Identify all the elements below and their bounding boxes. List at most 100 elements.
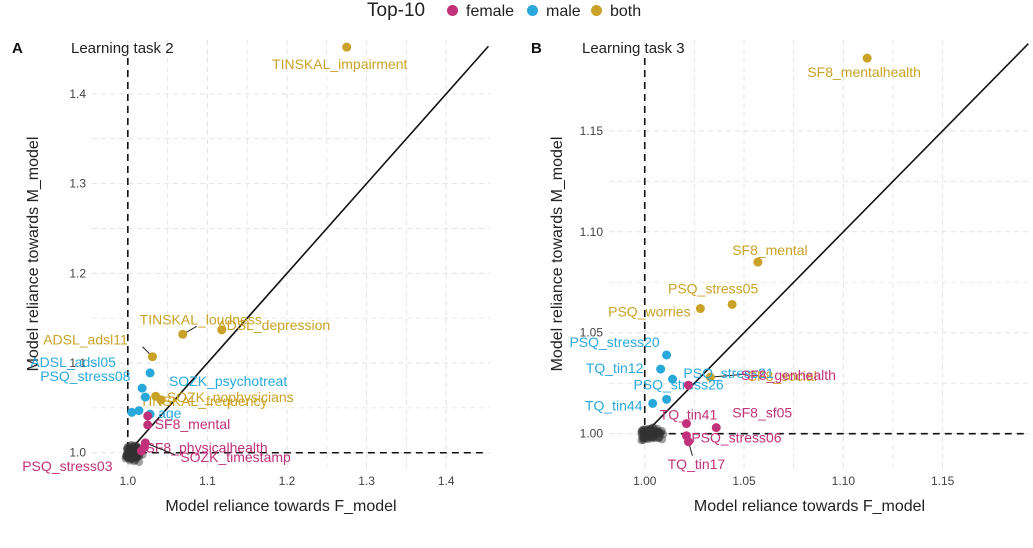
cluster-point (132, 452, 141, 461)
cluster-point (127, 445, 136, 454)
cluster-point (639, 432, 648, 441)
legend: Top-10 female male both (0, 0, 1033, 26)
panel-letter: B (531, 40, 542, 57)
data-point-tq-tin12 (656, 364, 666, 374)
cluster-point (130, 445, 139, 454)
cluster-point (130, 450, 139, 459)
cluster-point (653, 427, 662, 436)
data-point-psq-stress05 (727, 299, 737, 309)
data-point-sf8-mentalhealth (862, 53, 872, 63)
cluster-point (646, 431, 655, 440)
cluster-point (121, 454, 130, 463)
cluster-point (645, 424, 654, 433)
cluster-point (129, 453, 138, 462)
cluster-point (657, 426, 666, 435)
cluster-point (125, 456, 134, 465)
cluster-point (127, 453, 136, 462)
cluster-point (648, 426, 657, 435)
cluster-point (644, 432, 653, 441)
cluster-point (123, 444, 132, 453)
cluster-point (658, 435, 667, 444)
cluster-point (650, 433, 659, 442)
panel-letter: A (12, 40, 23, 57)
cluster-point (648, 427, 657, 436)
data-point-psq-worries (695, 304, 705, 314)
cluster-point (650, 433, 659, 442)
cluster-point (639, 430, 648, 439)
cluster-point (648, 431, 657, 440)
cluster-point (641, 429, 650, 438)
cluster-point (122, 453, 131, 462)
cluster-point (126, 449, 135, 458)
cluster-point (125, 446, 134, 455)
cluster-point (131, 454, 140, 463)
cluster-point (127, 446, 136, 455)
cluster-point (645, 426, 654, 435)
data-point-male (127, 407, 137, 417)
legend-title: Top-10 (367, 0, 426, 21)
cluster-point (651, 427, 660, 436)
cluster-point (641, 432, 650, 441)
cluster-point (641, 431, 650, 440)
cluster-point (127, 448, 136, 457)
cluster-point (130, 446, 139, 455)
data-point-sf8-genhealth (683, 380, 693, 390)
cluster-point (125, 454, 134, 463)
cluster-point (127, 450, 136, 459)
cluster-point (127, 448, 136, 457)
x-tick-label: 1.1 (199, 474, 216, 488)
cluster-point (128, 446, 137, 455)
cluster-point (646, 432, 655, 441)
cluster-point (656, 429, 665, 438)
cluster-point (123, 451, 132, 460)
cluster-point (650, 431, 659, 440)
data-label: TINSKAL_frequency (140, 393, 268, 409)
cluster-point (123, 443, 132, 452)
cluster-point (130, 441, 139, 450)
cluster-point (645, 426, 654, 435)
cluster-point (131, 451, 140, 460)
cluster-point (126, 453, 135, 462)
data-label: PSQ_stress05 (668, 280, 758, 296)
cluster-point (649, 431, 658, 440)
cluster-point (650, 430, 659, 439)
cluster-point (122, 450, 131, 459)
cluster-point (128, 452, 137, 461)
data-point-tinskal-loudness (178, 329, 188, 339)
cluster-point (645, 432, 654, 441)
cluster-point (126, 450, 135, 459)
cluster-point (131, 452, 140, 461)
data-label: ADSL_adsl05 (30, 354, 116, 370)
cluster-point (637, 426, 646, 435)
cluster-point (126, 443, 135, 452)
x-tick-label: 1.00 (633, 474, 657, 488)
cluster-point (128, 447, 137, 456)
cluster-point (643, 430, 652, 439)
cluster-point (130, 450, 139, 459)
cluster-point (647, 426, 656, 435)
cluster-point (655, 429, 664, 438)
cluster-point (644, 430, 653, 439)
cluster-point (648, 428, 657, 437)
data-point-psq-stress20 (662, 350, 672, 360)
data-point-female (143, 411, 153, 421)
cluster-point (648, 423, 657, 432)
cluster-point (645, 430, 654, 439)
cluster-point (130, 457, 139, 466)
cluster-point (132, 452, 141, 461)
data-point-sf8-sf05 (711, 423, 721, 433)
cluster-point (640, 431, 649, 440)
data-label: SF8_mentalhealth (807, 64, 921, 80)
x-tick-label: 1.0 (119, 474, 136, 488)
cluster-point (125, 447, 134, 456)
cluster-point (639, 430, 648, 439)
cluster-point (124, 451, 133, 460)
cluster-point (654, 433, 663, 442)
cluster-point (645, 430, 654, 439)
cluster-point (130, 450, 139, 459)
cluster-point (129, 448, 138, 457)
cluster-point (128, 446, 137, 455)
cluster-point (129, 445, 138, 454)
cluster-point (646, 429, 655, 438)
